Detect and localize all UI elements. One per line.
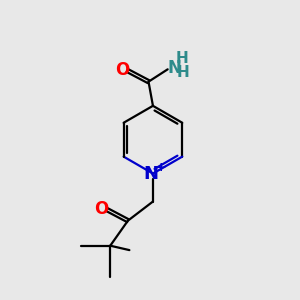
Text: H: H [177,65,189,80]
Text: H: H [176,51,189,66]
Text: O: O [115,61,129,80]
Text: O: O [94,200,109,218]
Text: N: N [143,165,158,183]
Text: N: N [167,59,181,77]
Text: +: + [156,160,166,174]
